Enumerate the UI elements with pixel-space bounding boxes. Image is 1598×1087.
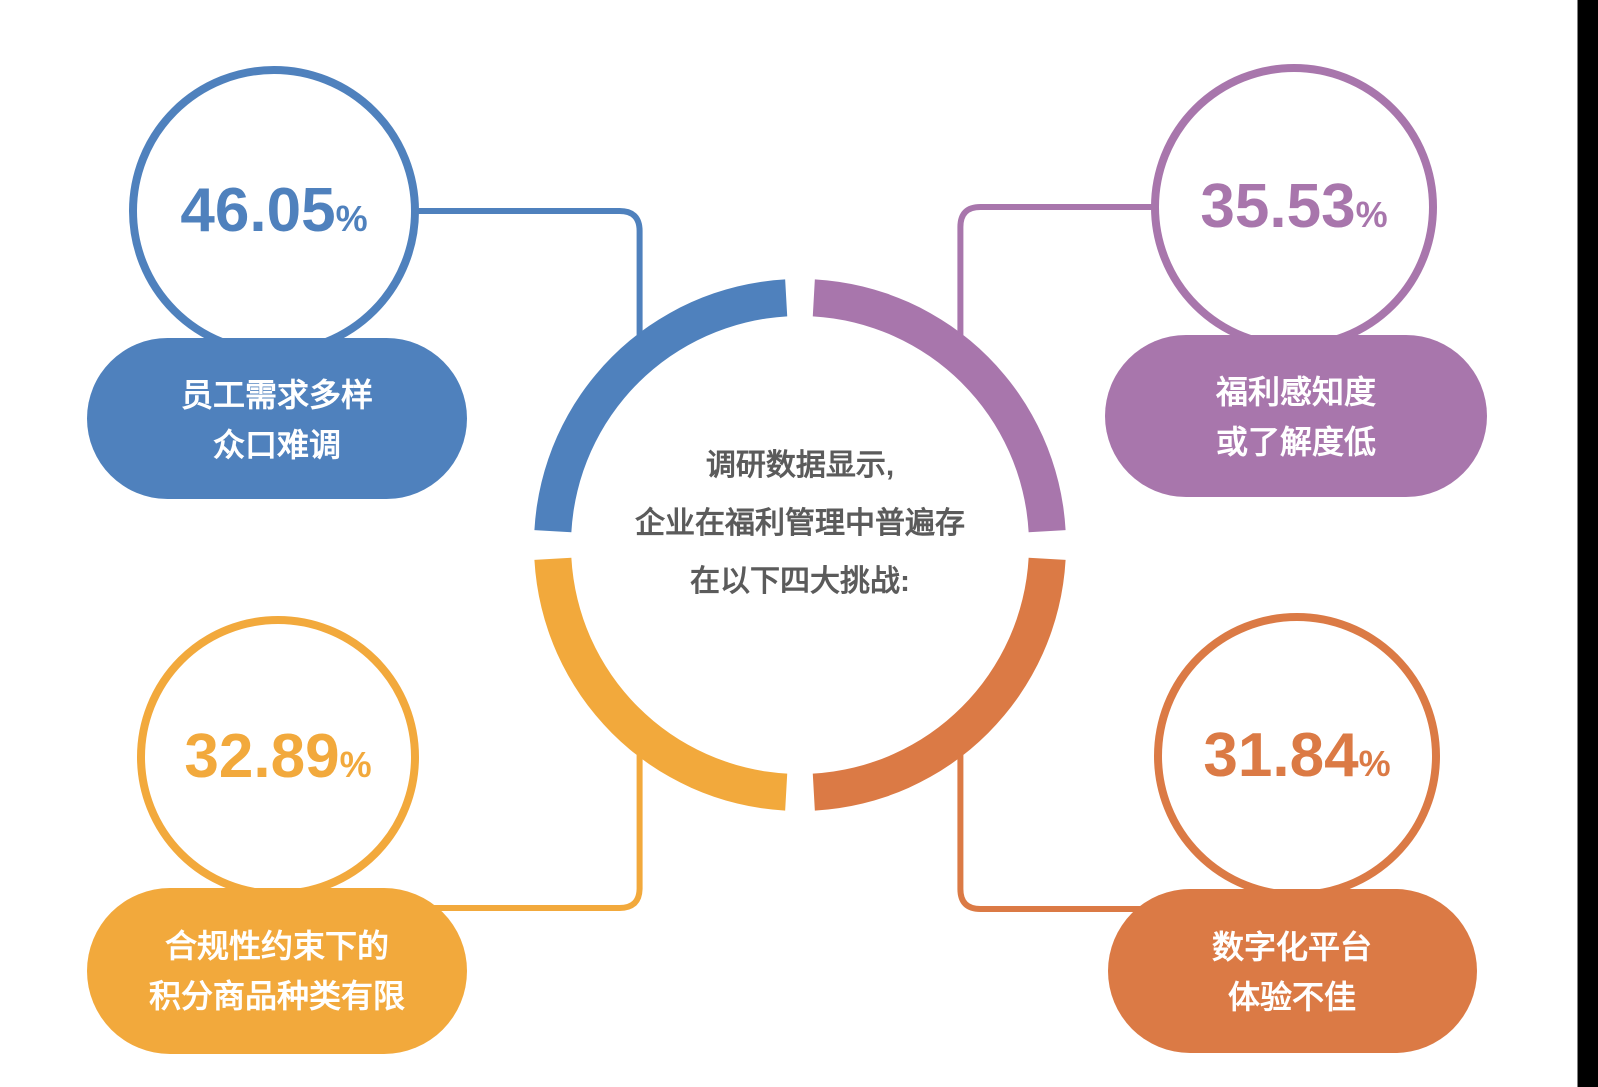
svg-text:积分商品种类有限: 积分商品种类有限	[149, 978, 405, 1014]
svg-text:体验不佳: 体验不佳	[1228, 979, 1356, 1015]
svg-text:数字化平台: 数字化平台	[1212, 929, 1372, 965]
svg-text:调研数据显示,: 调研数据显示,	[706, 449, 894, 482]
svg-text:众口难调: 众口难调	[213, 427, 341, 463]
svg-text:福利感知度: 福利感知度	[1215, 374, 1376, 410]
svg-text:在以下四大挑战:: 在以下四大挑战:	[690, 565, 910, 598]
svg-text:合规性约束下的: 合规性约束下的	[165, 928, 389, 964]
svg-text:员工需求多样: 员工需求多样	[181, 377, 373, 413]
svg-text:或了解度低: 或了解度低	[1216, 424, 1376, 460]
svg-text:企业在福利管理中普遍存: 企业在福利管理中普遍存	[635, 506, 965, 540]
